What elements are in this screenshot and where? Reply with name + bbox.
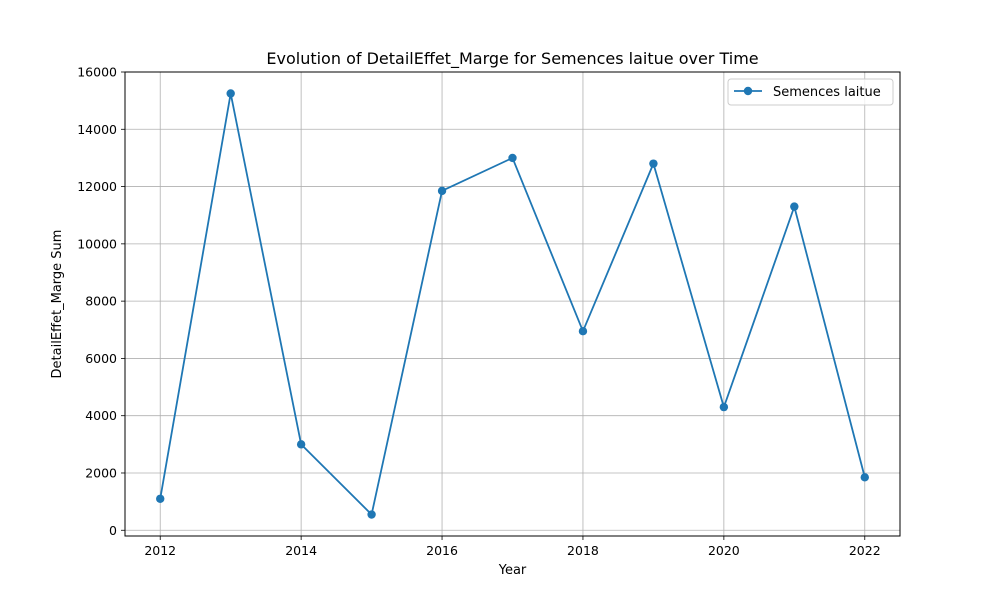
data-point — [578, 327, 588, 336]
data-point — [790, 202, 799, 211]
x-tick-label: 2018 — [567, 543, 599, 558]
y-tick-label: 14000 — [77, 122, 117, 137]
x-tick-label: 2022 — [849, 543, 881, 558]
axis-ticks: 2012 2014 2016 2018 2020 2022 0 2000 4000 6000 800… — [77, 65, 880, 559]
plot-area-frame — [124, 71, 901, 537]
series-layer — [156, 89, 869, 519]
x-tick-label: 2012 — [144, 543, 176, 558]
data-point — [226, 89, 235, 98]
x-tick-label: 2016 — [426, 543, 458, 558]
y-tick-label: 10000 — [77, 236, 117, 251]
y-tick-label: 2000 — [85, 465, 117, 480]
data-point — [649, 159, 658, 168]
data-point — [860, 473, 869, 482]
data-point — [508, 153, 517, 163]
data-point — [719, 402, 729, 412]
x-tick-label: 2014 — [285, 543, 317, 558]
y-tick-label: 6000 — [85, 351, 117, 366]
y-tick-label: 4000 — [85, 408, 117, 423]
x-tick-label: 2020 — [708, 543, 740, 558]
data-point — [296, 440, 306, 449]
chart-title: Evolution of DetailEffet_Marge for Semen… — [266, 49, 758, 69]
y-tick-label: 0 — [109, 523, 117, 538]
x-axis-label: Year — [498, 563, 527, 578]
legend-label: Semences laitue — [773, 85, 881, 100]
legend: Semences laitue — [727, 78, 894, 106]
legend-marker — [743, 86, 753, 96]
y-tick-label: 12000 — [77, 179, 117, 194]
data-point — [156, 494, 165, 503]
y-tick-label: 8000 — [85, 294, 117, 309]
legend-box — [727, 78, 894, 106]
data-point — [367, 510, 376, 519]
data-point — [437, 186, 447, 196]
y-tick-label: 16000 — [77, 65, 117, 80]
y-axis-label: DetailEffet_Marge Sum — [50, 230, 65, 379]
